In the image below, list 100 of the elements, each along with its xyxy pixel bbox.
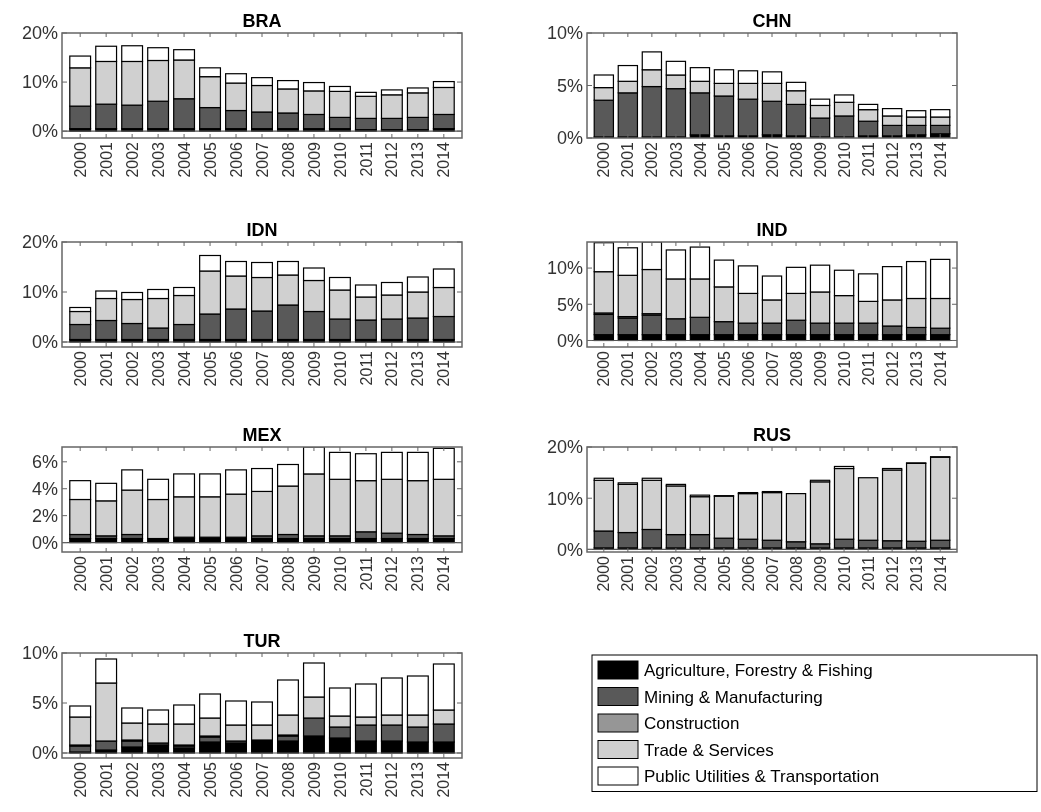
x-tick-label: 2006: [739, 350, 757, 387]
x-tick-label: 2012: [383, 141, 401, 178]
x-tick-label: 2011: [859, 350, 877, 386]
x-tick-label: 2001: [619, 555, 637, 592]
x-tick-label: 2004: [175, 350, 193, 387]
x-tick-label: 2005: [715, 555, 733, 592]
x-tick-label: 2001: [619, 141, 637, 178]
x-tick-label: 2000: [71, 555, 89, 592]
x-tick-label: 2003: [149, 350, 167, 387]
y-tick-label: 0%: [556, 330, 583, 351]
x-tick-label: 2001: [97, 350, 115, 387]
x-tick-label: 2014: [931, 350, 949, 387]
y-tick-label: 4%: [31, 479, 58, 500]
x-tick-label: 2010: [835, 555, 853, 592]
x-tick-label: 2008: [279, 761, 297, 798]
x-tick-label: 2013: [409, 555, 427, 592]
x-tick-label: 2006: [227, 761, 245, 798]
x-tick-label: 2007: [253, 350, 271, 387]
y-tick-label: 2%: [31, 505, 58, 526]
x-tick-label: 2003: [667, 555, 685, 592]
y-tick-label: 20%: [546, 437, 583, 458]
y-tick-label: 0%: [31, 532, 58, 553]
y-tick-label: 10%: [546, 23, 583, 44]
x-tick-label: 2000: [595, 350, 613, 387]
x-tick-label: 2002: [123, 555, 141, 592]
x-tick-label: 2013: [907, 350, 925, 387]
x-tick-label: 2004: [691, 141, 709, 178]
x-tick-label: 2009: [811, 141, 829, 178]
legend-label: Construction: [644, 714, 740, 733]
chart-title: CHN: [752, 11, 792, 31]
chart-title: BRA: [242, 11, 282, 31]
x-tick-label: 2000: [71, 761, 89, 798]
x-tick-label: 2007: [763, 141, 781, 178]
x-tick-label: 2011: [859, 555, 877, 591]
x-tick-label: 2004: [691, 350, 709, 387]
x-tick-label: 2011: [357, 761, 375, 797]
x-tick-label: 2003: [149, 141, 167, 178]
x-tick-label: 2005: [201, 350, 219, 387]
x-tick-label: 2014: [435, 555, 453, 592]
x-tick-label: 2014: [931, 555, 949, 592]
legend-label: Public Utilities & Transportation: [644, 767, 880, 786]
legend-label: Trade & Services: [644, 740, 774, 760]
y-tick-label: 6%: [31, 452, 58, 473]
x-tick-label: 2006: [227, 555, 245, 592]
y-tick-label: 20%: [21, 23, 58, 44]
x-tick-label: 2006: [227, 350, 245, 387]
chart-title: IND: [756, 220, 788, 240]
x-tick-label: 2004: [175, 555, 193, 592]
x-tick-label: 2013: [409, 350, 427, 387]
x-tick-label: 2010: [331, 350, 349, 387]
x-tick-label: 2010: [835, 350, 853, 387]
x-tick-label: 2009: [305, 141, 323, 178]
x-tick-label: 2014: [435, 761, 453, 798]
x-tick-label: 2012: [883, 141, 901, 178]
x-tick-label: 2000: [595, 555, 613, 592]
x-tick-label: 2005: [201, 761, 219, 798]
x-tick-label: 2004: [691, 555, 709, 592]
x-tick-label: 2003: [667, 141, 685, 178]
x-tick-label: 2010: [331, 555, 349, 592]
x-tick-label: 2014: [931, 141, 949, 178]
y-tick-label: 10%: [546, 488, 583, 509]
y-tick-label: 0%: [556, 539, 583, 560]
x-tick-label: 2006: [739, 555, 757, 592]
x-tick-label: 2014: [435, 350, 453, 387]
y-tick-label: 10%: [21, 643, 58, 664]
x-tick-label: 2007: [253, 761, 271, 798]
x-tick-label: 2009: [305, 761, 323, 798]
x-tick-label: 2014: [435, 141, 453, 178]
y-tick-label: 20%: [21, 232, 58, 253]
x-tick-label: 2008: [787, 141, 805, 178]
x-tick-label: 2001: [97, 555, 115, 592]
y-tick-label: 5%: [556, 75, 583, 96]
x-tick-label: 2010: [331, 141, 349, 178]
x-tick-label: 2002: [123, 761, 141, 798]
x-tick-label: 2001: [619, 350, 637, 387]
x-tick-label: 2008: [279, 555, 297, 592]
x-tick-label: 2003: [667, 350, 685, 387]
x-tick-label: 2002: [123, 350, 141, 387]
chart-title: IDN: [246, 220, 278, 240]
x-tick-label: 2011: [357, 555, 375, 591]
y-tick-label: 10%: [21, 72, 58, 93]
x-tick-label: 2008: [279, 350, 297, 387]
x-tick-label: 2009: [305, 350, 323, 387]
x-tick-label: 2009: [811, 350, 829, 387]
chart-title: RUS: [752, 425, 792, 445]
x-tick-label: 2011: [357, 350, 375, 386]
x-tick-label: 2012: [883, 350, 901, 387]
x-tick-label: 2003: [149, 761, 167, 798]
x-tick-label: 2000: [71, 350, 89, 387]
x-tick-label: 2012: [883, 555, 901, 592]
y-tick-label: 10%: [21, 282, 58, 303]
x-tick-label: 2012: [383, 350, 401, 387]
y-tick-label: 0%: [31, 743, 58, 764]
x-tick-label: 2005: [715, 350, 733, 387]
x-tick-label: 2011: [357, 141, 375, 177]
x-tick-label: 2008: [787, 555, 805, 592]
x-tick-label: 2007: [253, 141, 271, 178]
y-tick-label: 0%: [31, 121, 58, 142]
x-tick-label: 2005: [201, 141, 219, 178]
x-tick-label: 2011: [859, 141, 877, 177]
